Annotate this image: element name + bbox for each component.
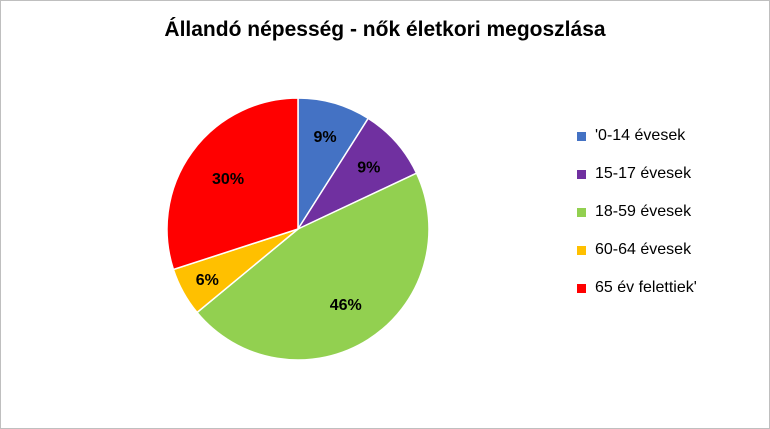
legend-item-0: '0-14 évesek [577,127,697,165]
data-label-4: 30% [212,171,244,188]
data-label-1: 9% [357,160,380,177]
legend-label: 15-17 évesek [595,165,692,182]
legend-swatch [577,246,586,255]
legend-label: 60-64 évesek [595,241,692,258]
legend-item-1: 15-17 évesek [577,165,697,203]
legend-swatch [577,208,586,217]
legend-label: 18-59 évesek [595,203,692,220]
data-label-0: 9% [313,129,336,146]
chart-title: Állandó népesség - nők életkori megoszlá… [164,18,606,41]
legend-swatch [577,170,586,179]
legend-item-3: 60-64 évesek [577,241,697,279]
legend-label: 65 év felettiek' [595,279,697,296]
legend-label: '0-14 évesek [595,127,686,144]
legend: '0-14 évesek 15-17 évesek 18-59 évesek 60-6… [577,127,697,317]
legend-item-2: 18-59 évesek [577,203,697,241]
legend-swatch [577,284,586,293]
legend-item-4: 65 év felettiek' [577,279,697,317]
legend-swatch [577,132,586,141]
pie-slice-2 [196,172,430,361]
pie-slice-4 [166,97,299,271]
data-label-2: 46% [330,297,362,314]
data-label-3: 6% [196,272,219,289]
